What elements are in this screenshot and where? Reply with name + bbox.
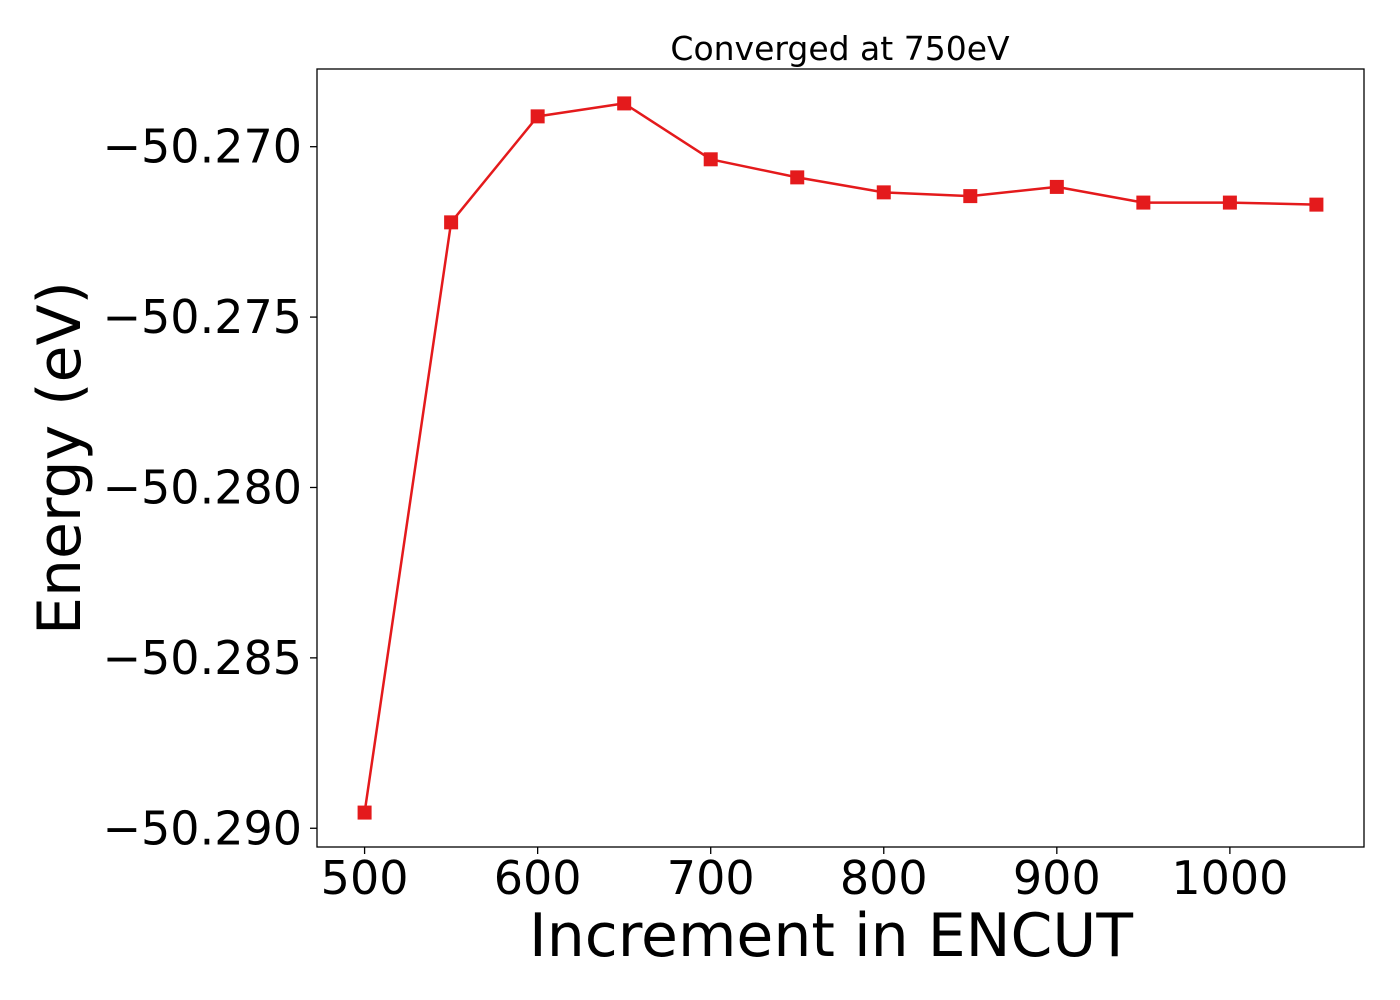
plot-area (316, 68, 1365, 848)
data-point (876, 185, 891, 200)
x-tick-label: 900 (1013, 851, 1101, 905)
data-point (1049, 179, 1064, 194)
y-tick-label: −50.285 (103, 631, 303, 685)
chart-title: Converged at 750eV (670, 29, 1010, 68)
x-tick-label: 500 (321, 851, 409, 905)
x-axis-label: Increment in ENCUT (529, 901, 1133, 971)
y-tick-label: −50.270 (103, 120, 303, 174)
x-tick-label: 800 (840, 851, 928, 905)
series-line (363, 102, 1317, 813)
data-point (1222, 195, 1237, 210)
data-point (963, 189, 978, 204)
x-axis: 500 600 700 800 900 1000 (321, 847, 1288, 905)
series-layer (357, 96, 1324, 820)
data-point (357, 805, 372, 820)
data-point (444, 215, 459, 230)
data-point (530, 109, 545, 124)
data-point (790, 170, 805, 185)
x-tick-label: 1000 (1171, 851, 1288, 905)
data-point (703, 152, 718, 167)
x-tick-label: 600 (494, 851, 582, 905)
y-axis: −50.290 −50.285 −50.280 −50.275 −50.270 (103, 120, 317, 855)
y-tick-label: −50.280 (103, 460, 303, 514)
y-tick-label: −50.290 (103, 801, 303, 855)
data-point (617, 96, 632, 111)
data-point (1309, 197, 1324, 212)
y-axis-label: Energy (eV) (25, 281, 95, 635)
y-tick-label: −50.275 (103, 290, 303, 344)
x-tick-label: 700 (667, 851, 755, 905)
data-point (1136, 195, 1151, 210)
